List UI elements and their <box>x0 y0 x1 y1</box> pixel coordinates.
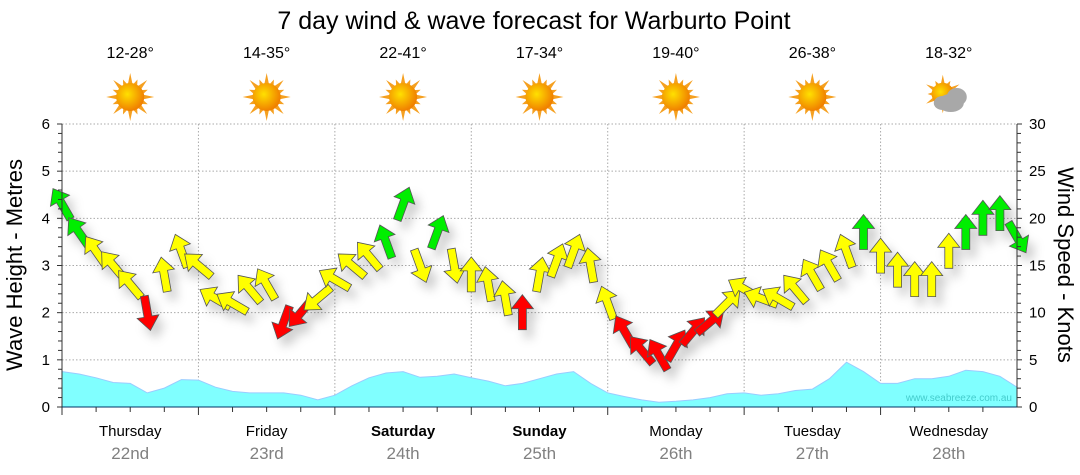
wind-arrow <box>868 237 893 274</box>
sun-icon <box>106 73 155 121</box>
wind-arrow <box>136 294 160 332</box>
wind-arrow <box>678 317 705 348</box>
temperature-range: 17-34° <box>516 45 563 62</box>
y2-tick-label: 20 <box>1029 210 1046 227</box>
date-label: 23rd <box>250 444 284 463</box>
wind-arrow <box>851 213 876 250</box>
wind-arrow <box>216 291 250 316</box>
sun-icon <box>379 73 428 121</box>
day-label: Thursday <box>99 423 162 440</box>
sun-icon <box>515 73 564 121</box>
date-label: 28th <box>932 444 965 463</box>
y-tick-label: 6 <box>42 116 50 133</box>
day-label: Wednesday <box>909 423 988 440</box>
wind-arrow <box>646 338 672 373</box>
date-label: 27th <box>796 444 829 463</box>
date-label: 22nd <box>111 444 149 463</box>
wind-arrow <box>373 224 397 260</box>
sun-icon <box>788 73 837 121</box>
y-tick-label: 5 <box>42 163 50 180</box>
temperature-range: 19-40° <box>652 45 699 62</box>
date-label: 26th <box>659 444 692 463</box>
wind-arrow <box>459 256 484 293</box>
wind-arrow <box>427 214 450 251</box>
wind-arrow <box>476 266 500 303</box>
wind-arrow <box>152 256 176 293</box>
wind-arrow <box>834 233 857 270</box>
day-label: Monday <box>649 423 703 440</box>
wind-arrow <box>357 241 384 273</box>
wind-arrow <box>783 274 810 306</box>
y2-tick-label: 15 <box>1029 258 1046 275</box>
wind-arrow <box>936 232 961 269</box>
sun-icon <box>242 73 291 121</box>
wind-arrow <box>563 233 586 270</box>
wind-arrow <box>318 267 353 293</box>
watermark: www.seabreeze.com.au <box>905 393 1012 404</box>
temperature-range: 22-41° <box>379 45 426 62</box>
wind-arrow <box>595 285 618 322</box>
day-label: Saturday <box>371 423 436 440</box>
partly-cloudy-icon <box>926 74 967 114</box>
y2-tick-label: 25 <box>1029 163 1046 180</box>
wind-arrow <box>493 280 517 317</box>
temperature-range: 14-35° <box>243 45 290 62</box>
wind-arrow <box>953 213 978 250</box>
y-tick-label: 2 <box>42 305 50 322</box>
day-label: Friday <box>246 423 288 440</box>
sun-icon <box>651 73 700 121</box>
wind-arrow <box>184 253 215 281</box>
y-tick-label: 3 <box>42 258 50 275</box>
wind-arrow <box>393 186 416 223</box>
wind-arrow <box>762 286 796 312</box>
wave-height-area <box>61 361 1018 408</box>
wind-arrow <box>629 336 657 367</box>
y2-tick-label: 10 <box>1029 305 1046 322</box>
wind-arrow <box>817 249 842 283</box>
wind-arrow <box>254 268 280 302</box>
day-label: Sunday <box>512 423 567 440</box>
y-tick-label: 1 <box>42 352 50 369</box>
wind-arrow <box>510 294 535 331</box>
temperature-range: 26-38° <box>789 45 836 62</box>
wind-arrow <box>578 247 602 284</box>
y-axis-label: Wave Height - Metres <box>2 159 27 371</box>
y2-tick-label: 30 <box>1029 116 1046 133</box>
wind-arrow <box>663 329 688 363</box>
y-tick-label: 4 <box>42 210 50 227</box>
chart-title: 7 day wind & wave forecast for Warburto … <box>277 7 790 35</box>
wind-arrow <box>410 247 433 284</box>
y2-axis-label: Wind Speed - Knots <box>1053 167 1078 363</box>
wind-arrow <box>971 199 995 236</box>
wind-arrow <box>271 304 294 340</box>
wind-arrow <box>919 260 944 298</box>
wind-arrow <box>988 194 1012 232</box>
temperature-range: 12-28° <box>107 45 154 62</box>
temperature-range: 18-32° <box>925 45 972 62</box>
y-tick-label: 0 <box>42 399 50 416</box>
date-label: 24th <box>387 444 420 463</box>
day-label: Tuesday <box>784 423 841 440</box>
wind-arrow <box>303 283 334 311</box>
wind-arrow <box>711 290 741 319</box>
wind-arrow <box>337 253 369 281</box>
date-label: 25th <box>523 444 556 463</box>
y2-tick-label: 0 <box>1029 399 1037 416</box>
wind-arrow <box>885 251 910 288</box>
wind-arrow <box>902 260 927 298</box>
y2-tick-label: 5 <box>1029 352 1037 369</box>
wind-arrow <box>237 274 265 306</box>
